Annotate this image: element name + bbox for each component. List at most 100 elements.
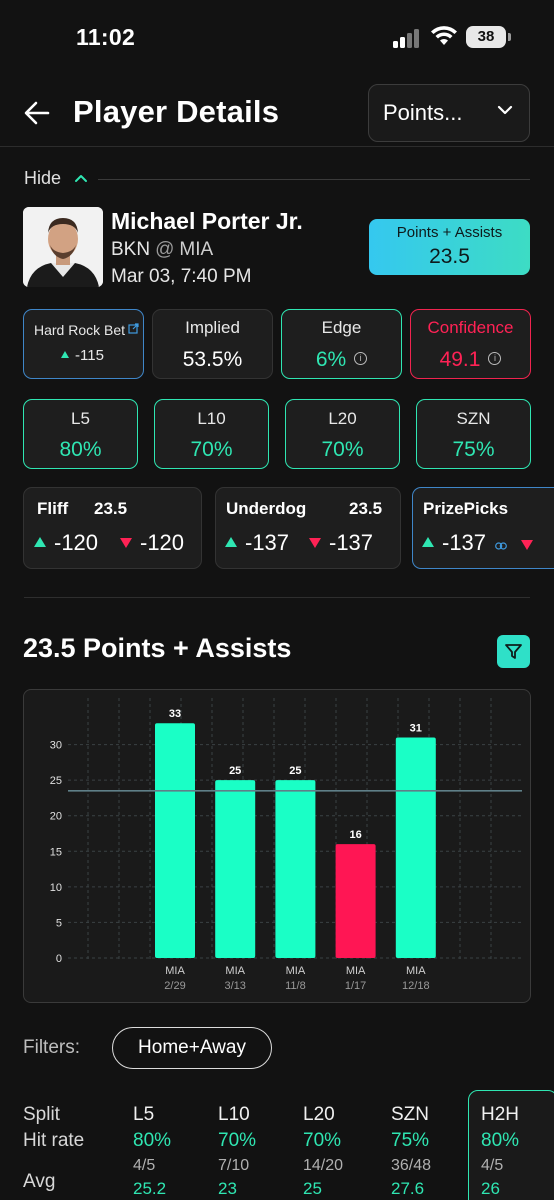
chart-title: 23.5 Points + Assists [23, 633, 292, 663]
link-icon [495, 542, 507, 550]
confidence-value: 49.1 [439, 348, 481, 371]
split-average: 23 [218, 1179, 237, 1198]
split-hit-rate: 70% [303, 1130, 342, 1151]
bar-value-label: 25 [229, 765, 241, 777]
over-odds: -120 [34, 530, 98, 556]
y-tick-label: 10 [50, 882, 62, 894]
split-header: L10 [218, 1104, 250, 1125]
hit-rate-card-l20[interactable]: L20 70% [285, 399, 400, 469]
prop-type-dropdown[interactable]: Points... [368, 84, 530, 142]
book-card-prizepicks[interactable]: PrizePicks -137 [412, 487, 554, 569]
team-abbr: BKN [111, 239, 151, 260]
confidence-card: Confidence 49.1 i [410, 309, 531, 379]
bar-value-label: 33 [169, 708, 181, 720]
edge-card: Edge 6% i [281, 309, 402, 379]
avg-row-label: Avg [23, 1171, 56, 1192]
split-average: 27.6 [391, 1179, 425, 1198]
split-fraction: 14/20 [303, 1157, 344, 1174]
under-odds-value: -137 [329, 530, 374, 555]
split-fraction: 7/10 [218, 1157, 250, 1174]
split-fraction: 4/5 [133, 1157, 156, 1174]
split-header: SZN [391, 1104, 429, 1125]
h2h-selected-box[interactable] [468, 1090, 554, 1200]
at-symbol: @ [155, 239, 175, 260]
over-odds-value: -137 [245, 530, 290, 555]
y-tick-label: 20 [50, 811, 62, 823]
book-line: 23.5 [94, 499, 128, 518]
hit-rate-label: L5 [71, 409, 90, 428]
x-tick-opponent: MIA [406, 965, 426, 977]
x-tick-date: 3/13 [224, 980, 245, 992]
hide-toggle[interactable]: Hide [24, 168, 62, 188]
hit-rate-label: SZN [456, 409, 491, 428]
chevron-up-icon[interactable] [74, 174, 88, 183]
split-fraction: 36/48 [391, 1157, 432, 1174]
player-avatar [23, 207, 103, 287]
book-card-underdog[interactable]: Underdog 23.5 -137 -137 [215, 487, 401, 569]
split-header: L20 [303, 1104, 335, 1125]
info-icon[interactable]: i [354, 351, 368, 365]
split-average: 26 [481, 1179, 500, 1198]
split-hit-rate: 80% [133, 1130, 172, 1151]
game-time: Mar 03, 7:40 PM [111, 266, 252, 287]
wifi-icon [431, 26, 457, 45]
over-odds-value: -137 [442, 530, 487, 555]
confidence-label: Confidence [427, 318, 514, 337]
edge-value: 6% [315, 348, 347, 371]
y-tick-label: 30 [50, 740, 62, 752]
split-average: 25 [303, 1179, 322, 1198]
filter-button[interactable] [497, 635, 530, 668]
implied-card: Implied 53.5% [152, 309, 273, 379]
hit-rate-card-l5[interactable]: L5 80% [23, 399, 138, 469]
y-tick-label: 25 [50, 775, 62, 787]
external-link-icon-glyph [128, 323, 139, 334]
split-hit-rate: 80% [481, 1130, 520, 1151]
hit-rate-label: L10 [197, 409, 226, 428]
bar-chart: 0 5 10 15 20 25 30 33 MIA 2/29 25 MIA 3/13 25 MIA 11/8 1… [50, 698, 522, 992]
x-tick-opponent: MIA [225, 965, 245, 977]
down-triangle-icon [309, 538, 321, 549]
bar [215, 780, 256, 958]
split-hit-rate: 70% [218, 1130, 257, 1151]
under-odds-value: -120 [140, 530, 185, 555]
x-tick-opponent: MIA [286, 965, 306, 977]
up-triangle-icon [422, 537, 434, 548]
battery-indicator: 38 [466, 26, 506, 48]
sportsbook-card[interactable]: Hard Rock Bet -115 [23, 309, 144, 379]
battery-tip [508, 33, 511, 41]
hit-rate-row-label: Hit rate [23, 1130, 85, 1151]
book-name: PrizePicks [423, 499, 509, 518]
over-odds-value: -120 [54, 530, 99, 555]
book-card-fliff[interactable]: Fliff 23.5 -120 -120 [23, 487, 202, 569]
book-line: 23.5 [349, 499, 383, 518]
book-name: Fliff [37, 499, 69, 518]
page-title: Player Details [73, 94, 280, 129]
x-tick-date: 12/18 [402, 980, 430, 992]
bar-value-label: 31 [410, 722, 422, 734]
hit-rate-value: 75% [452, 438, 495, 461]
hit-rate-card-l10[interactable]: L10 70% [154, 399, 269, 469]
over-odds: -137 [422, 530, 486, 556]
under-odds: -120 [120, 530, 184, 556]
under-odds: -137 [309, 530, 373, 556]
opponent-abbr: MIA [179, 239, 214, 260]
chart-panel: 0 5 10 15 20 25 30 33 MIA 2/29 25 MIA 3/13 25 MIA 11/8 1… [23, 689, 531, 1003]
info-icon[interactable]: i [488, 351, 502, 365]
prop-badge-label: Points + Assists [396, 224, 503, 241]
hit-rate-label: L20 [328, 409, 357, 428]
split-fraction: 4/5 [481, 1157, 504, 1174]
home-away-filter-chip[interactable]: Home+Away [112, 1027, 272, 1069]
down-triangle-icon [120, 538, 132, 549]
y-tick-label: 0 [56, 953, 62, 965]
bar-value-label: 25 [289, 765, 301, 777]
back-arrow-icon[interactable] [24, 100, 50, 126]
hit-rate-card-szn[interactable]: SZN 75% [416, 399, 531, 469]
bar [395, 737, 436, 958]
implied-value: 53.5% [182, 348, 243, 371]
implied-label: Implied [185, 318, 240, 337]
bar [335, 844, 376, 958]
divider-line [98, 179, 530, 180]
prop-badge: Points + Assists 23.5 [369, 219, 530, 275]
y-tick-label: 5 [56, 917, 62, 929]
x-tick-opponent: MIA [346, 965, 366, 977]
